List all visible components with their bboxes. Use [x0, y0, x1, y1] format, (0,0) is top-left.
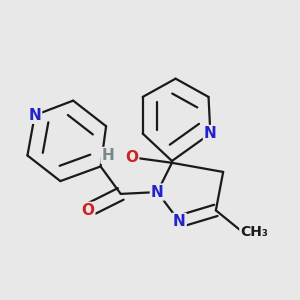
Text: N: N: [204, 126, 217, 141]
Text: N: N: [151, 184, 164, 200]
Text: H: H: [102, 148, 114, 163]
Text: N: N: [28, 108, 41, 123]
Text: O: O: [125, 150, 138, 165]
Text: N: N: [173, 214, 186, 229]
Text: CH₃: CH₃: [240, 225, 268, 239]
Text: O: O: [81, 203, 94, 218]
